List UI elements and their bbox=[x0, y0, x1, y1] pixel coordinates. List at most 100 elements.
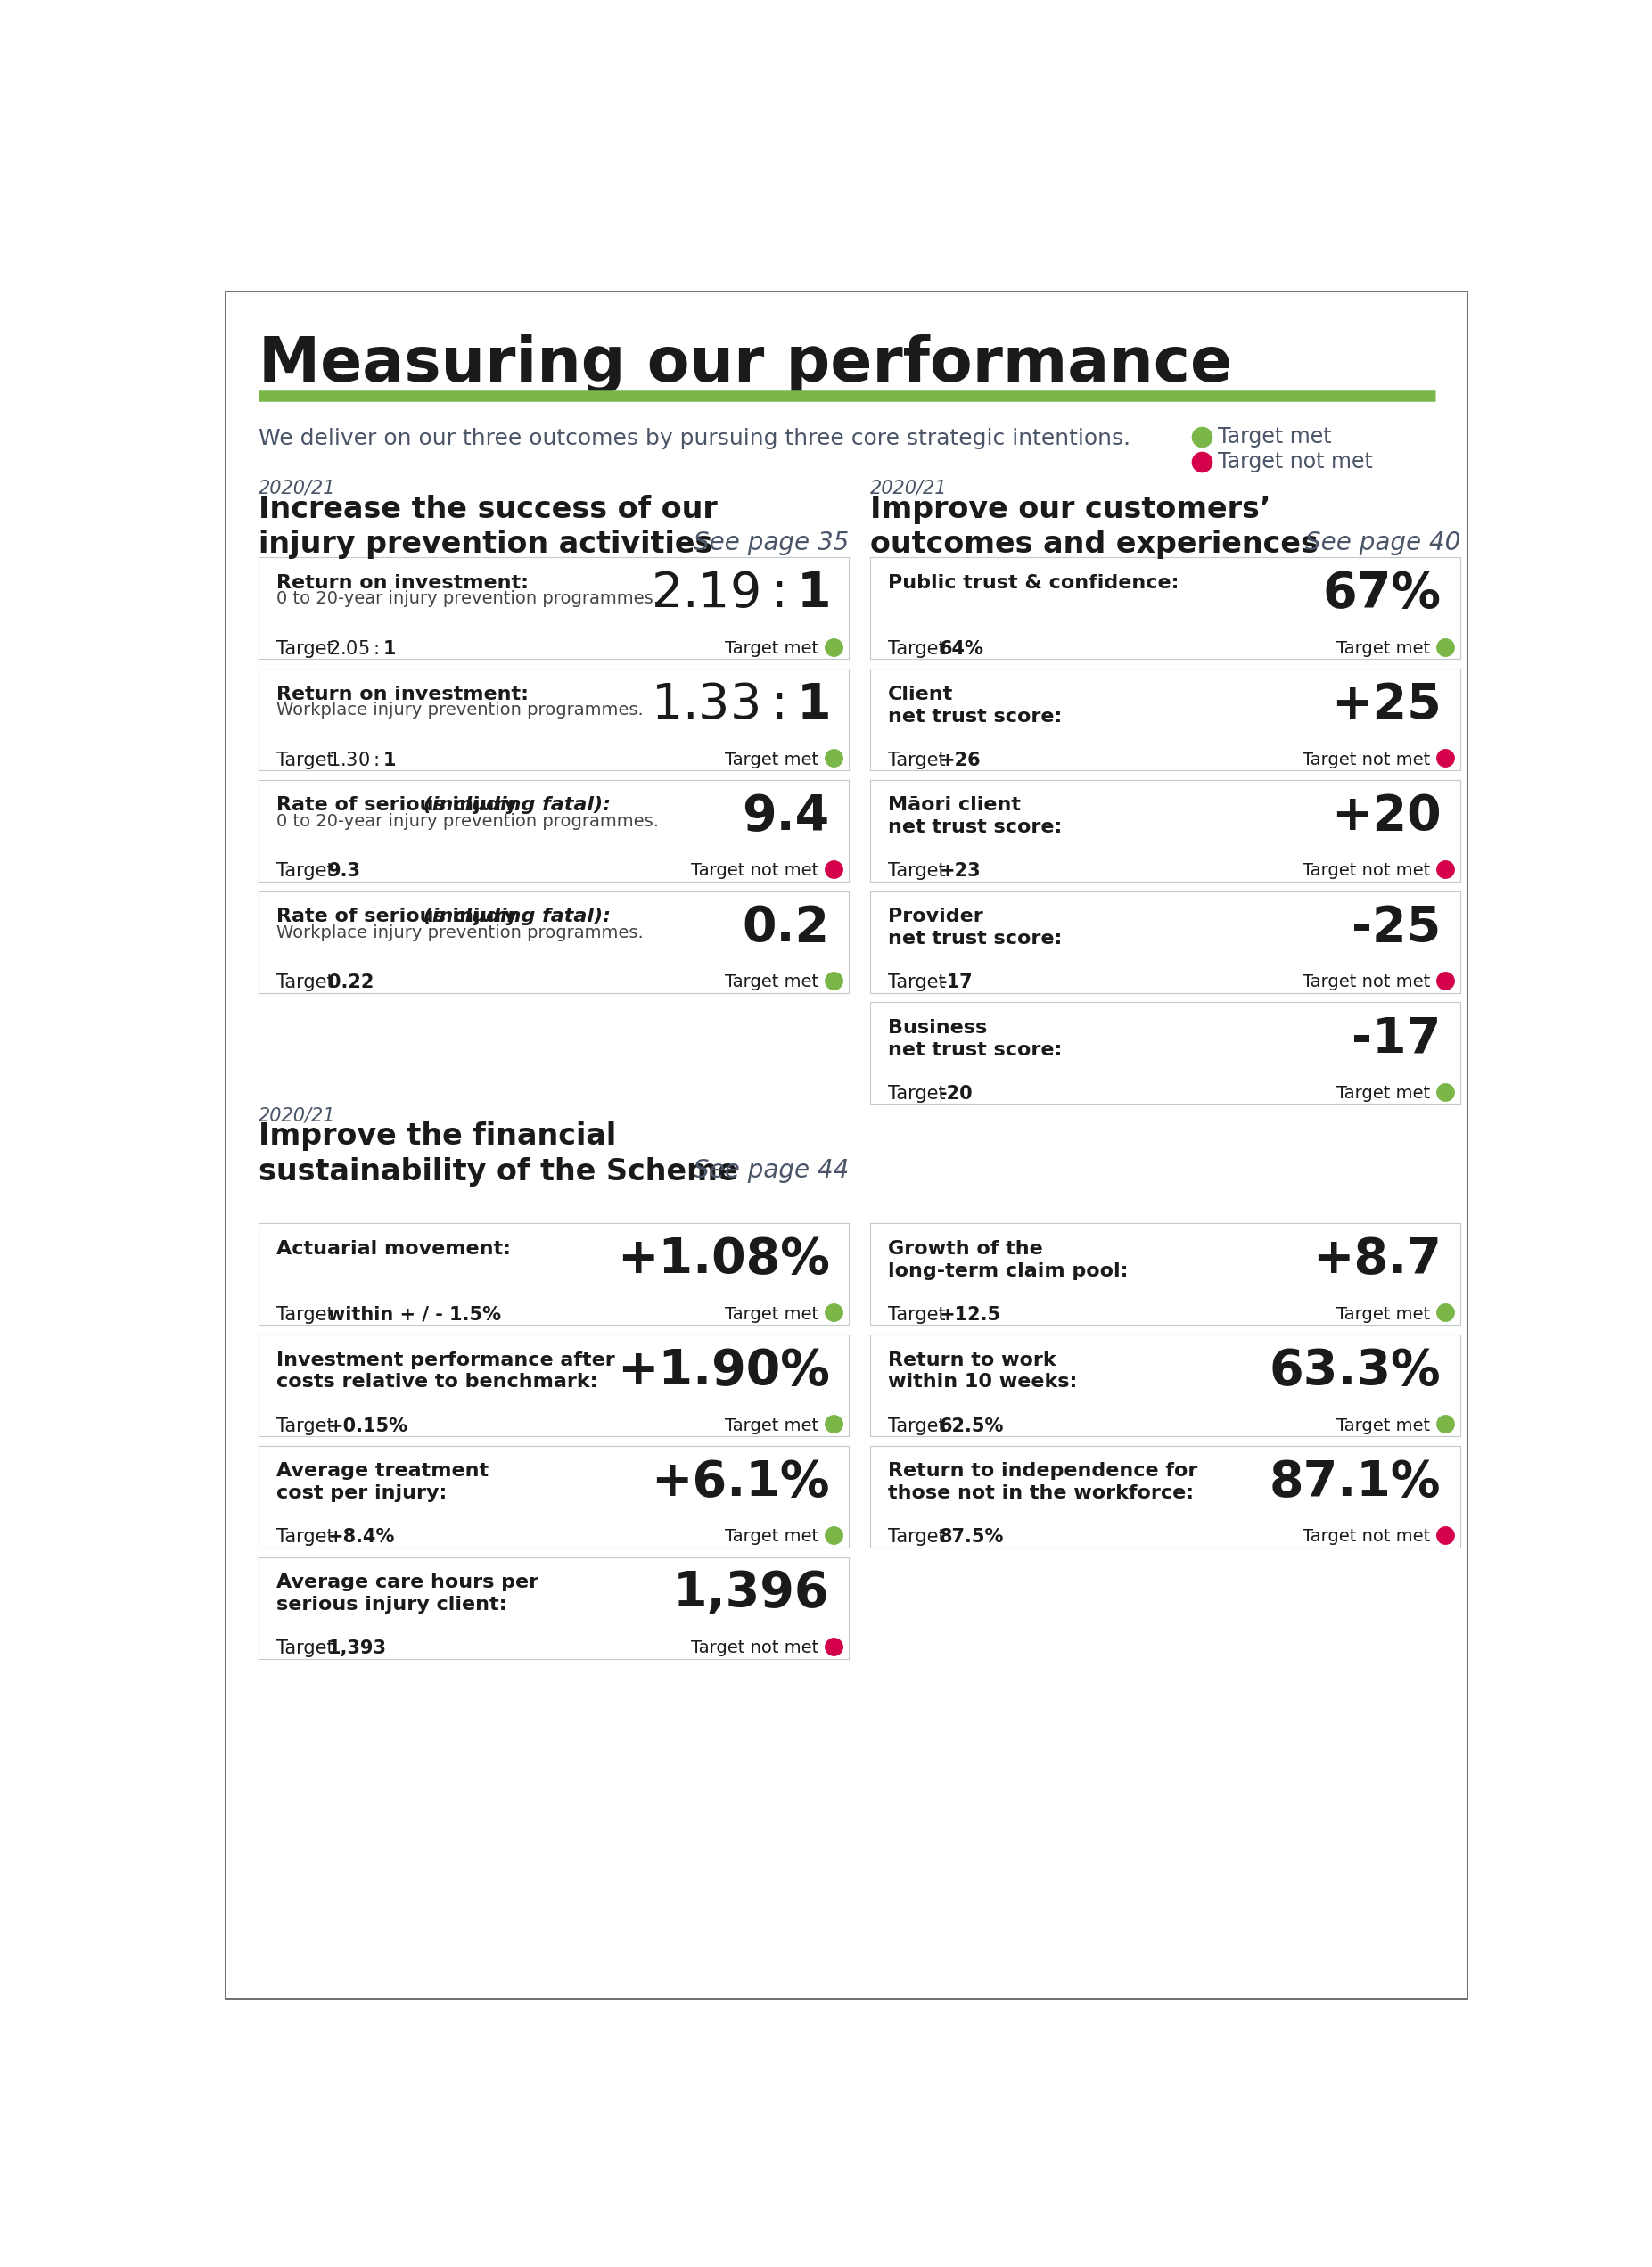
Text: Target: Target bbox=[887, 1086, 945, 1102]
Text: $2.05:$1: $2.05:$1 bbox=[329, 639, 396, 657]
Text: 87.1%: 87.1% bbox=[1270, 1458, 1441, 1505]
Text: 1,396: 1,396 bbox=[672, 1569, 829, 1619]
Text: +1.90%: +1.90% bbox=[616, 1347, 829, 1394]
Text: 0.22: 0.22 bbox=[329, 973, 373, 991]
Text: Target met: Target met bbox=[725, 750, 819, 769]
Text: $2.19:$1: $2.19:$1 bbox=[651, 569, 829, 619]
Text: Measuring our performance: Measuring our performance bbox=[258, 333, 1232, 394]
Text: Target not met: Target not met bbox=[1302, 750, 1431, 769]
Text: 2020/21: 2020/21 bbox=[258, 478, 335, 496]
Text: Target: Target bbox=[887, 1417, 945, 1435]
Text: +26: +26 bbox=[940, 750, 981, 769]
Text: Target not met: Target not met bbox=[1218, 451, 1373, 472]
Text: Target: Target bbox=[276, 750, 334, 769]
FancyBboxPatch shape bbox=[258, 1446, 849, 1548]
Text: Target not met: Target not met bbox=[1302, 861, 1431, 880]
Text: -17: -17 bbox=[940, 973, 973, 991]
Text: Target met: Target met bbox=[1218, 426, 1332, 447]
Text: Target: Target bbox=[276, 861, 334, 880]
FancyBboxPatch shape bbox=[226, 290, 1467, 1999]
Text: Workplace injury prevention programmes.: Workplace injury prevention programmes. bbox=[276, 925, 643, 941]
Text: Target: Target bbox=[276, 1417, 334, 1435]
Text: Improve the financial
sustainability of the Scheme: Improve the financial sustainability of … bbox=[258, 1122, 737, 1186]
Text: $1.33:$1: $1.33:$1 bbox=[651, 680, 829, 730]
Text: +23: +23 bbox=[940, 861, 981, 880]
Text: Target not met: Target not met bbox=[691, 1639, 819, 1657]
Text: +0.15%: +0.15% bbox=[329, 1417, 408, 1435]
Text: 9.4: 9.4 bbox=[742, 793, 829, 841]
Text: See page 35: See page 35 bbox=[694, 530, 849, 555]
Text: +20: +20 bbox=[1332, 793, 1441, 841]
Text: Rate of serious injury: Rate of serious injury bbox=[276, 907, 517, 925]
Text: Target: Target bbox=[887, 861, 945, 880]
Text: Return on investment:: Return on investment: bbox=[276, 574, 529, 592]
Text: 0 to 20-year injury prevention programmes.: 0 to 20-year injury prevention programme… bbox=[276, 814, 659, 830]
FancyBboxPatch shape bbox=[258, 558, 849, 660]
Text: We deliver on our three outcomes by pursuing three core strategic intentions.: We deliver on our three outcomes by purs… bbox=[258, 428, 1130, 449]
Text: 0.2: 0.2 bbox=[742, 905, 829, 952]
Text: Business
net trust score:: Business net trust score: bbox=[887, 1018, 1062, 1059]
Text: Workplace injury prevention programmes.: Workplace injury prevention programmes. bbox=[276, 703, 643, 719]
Text: See page 44: See page 44 bbox=[694, 1158, 849, 1183]
Text: +25: +25 bbox=[1332, 680, 1441, 730]
Text: +8.4%: +8.4% bbox=[329, 1528, 395, 1546]
Text: (including fatal):: (including fatal): bbox=[416, 796, 611, 814]
Text: Target not met: Target not met bbox=[1302, 1528, 1431, 1546]
Text: Target: Target bbox=[276, 1306, 334, 1324]
Text: +8.7: +8.7 bbox=[1312, 1236, 1441, 1283]
FancyBboxPatch shape bbox=[871, 558, 1460, 660]
Text: -17: -17 bbox=[1351, 1016, 1441, 1063]
Text: Target: Target bbox=[887, 750, 945, 769]
Text: Target: Target bbox=[887, 1306, 945, 1324]
Text: Return to work
within 10 weeks:: Return to work within 10 weeks: bbox=[887, 1351, 1077, 1392]
FancyBboxPatch shape bbox=[258, 669, 849, 771]
Text: Improve our customers’
outcomes and experiences: Improve our customers’ outcomes and expe… bbox=[871, 494, 1318, 560]
Text: Target met: Target met bbox=[725, 1528, 819, 1546]
FancyBboxPatch shape bbox=[871, 1002, 1460, 1104]
Text: +1.08%: +1.08% bbox=[616, 1236, 829, 1283]
Text: Investment performance after
costs relative to benchmark:: Investment performance after costs relat… bbox=[276, 1351, 615, 1392]
Text: 67%: 67% bbox=[1323, 569, 1441, 619]
Text: Target not met: Target not met bbox=[691, 861, 819, 880]
Text: Target: Target bbox=[276, 1639, 334, 1657]
FancyBboxPatch shape bbox=[871, 669, 1460, 771]
FancyBboxPatch shape bbox=[258, 1224, 849, 1324]
Text: Target met: Target met bbox=[725, 973, 819, 991]
Text: Target met: Target met bbox=[725, 1417, 819, 1435]
Text: Rate of serious injury: Rate of serious injury bbox=[276, 796, 517, 814]
Text: Target: Target bbox=[276, 1528, 334, 1546]
Text: Target met: Target met bbox=[725, 1306, 819, 1322]
FancyBboxPatch shape bbox=[258, 780, 849, 882]
Text: Target: Target bbox=[887, 973, 945, 991]
Text: 2020/21: 2020/21 bbox=[871, 478, 947, 496]
Text: Target: Target bbox=[276, 973, 334, 991]
FancyBboxPatch shape bbox=[871, 1446, 1460, 1548]
Text: 1,393: 1,393 bbox=[329, 1639, 387, 1657]
Text: Target met: Target met bbox=[1336, 1306, 1431, 1322]
Text: Māori client
net trust score:: Māori client net trust score: bbox=[887, 796, 1062, 837]
Text: 64%: 64% bbox=[940, 639, 985, 657]
Text: Actuarial movement:: Actuarial movement: bbox=[276, 1240, 510, 1258]
Text: -20: -20 bbox=[940, 1086, 973, 1102]
FancyBboxPatch shape bbox=[871, 891, 1460, 993]
FancyBboxPatch shape bbox=[258, 1557, 849, 1659]
Text: Target not met: Target not met bbox=[1302, 973, 1431, 991]
Text: 87.5%: 87.5% bbox=[940, 1528, 1004, 1546]
Text: Average treatment
cost per injury:: Average treatment cost per injury: bbox=[276, 1462, 489, 1503]
Text: +6.1%: +6.1% bbox=[651, 1458, 829, 1505]
Text: See page 40: See page 40 bbox=[1305, 530, 1460, 555]
Text: Growth of the
long-term claim pool:: Growth of the long-term claim pool: bbox=[887, 1240, 1128, 1281]
Text: Return to independence for
those not in the workforce:: Return to independence for those not in … bbox=[887, 1462, 1198, 1503]
Text: Target met: Target met bbox=[1336, 1417, 1431, 1435]
FancyBboxPatch shape bbox=[258, 1335, 849, 1437]
Text: +12.5: +12.5 bbox=[940, 1306, 1001, 1324]
Text: Target met: Target met bbox=[725, 639, 819, 657]
Text: 62.5%: 62.5% bbox=[940, 1417, 1004, 1435]
Text: 9.3: 9.3 bbox=[329, 861, 362, 880]
Text: Public trust & confidence:: Public trust & confidence: bbox=[887, 574, 1180, 592]
Text: -25: -25 bbox=[1351, 905, 1441, 952]
FancyBboxPatch shape bbox=[871, 1335, 1460, 1437]
Text: Increase the success of our
injury prevention activities: Increase the success of our injury preve… bbox=[258, 494, 717, 560]
Text: 2020/21: 2020/21 bbox=[258, 1106, 335, 1124]
FancyBboxPatch shape bbox=[258, 891, 849, 993]
